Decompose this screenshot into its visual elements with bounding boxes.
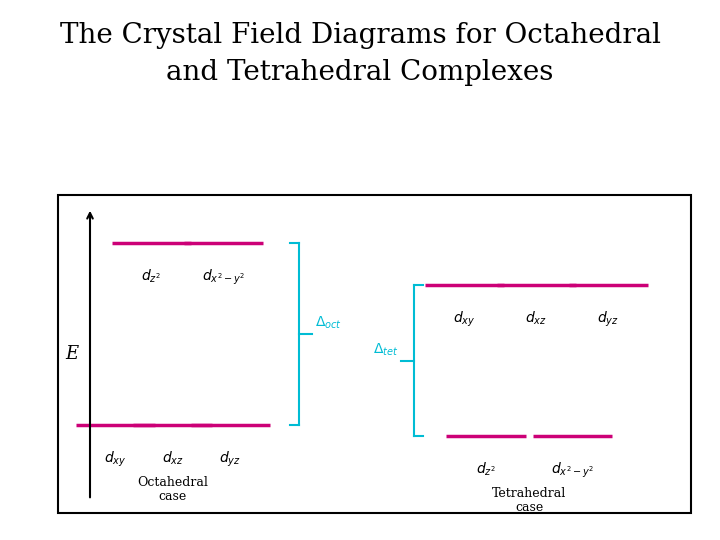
Text: E: E [66,345,78,363]
Bar [58,194,691,514]
Text: $d_{z^2}$: $d_{z^2}$ [476,460,496,478]
Text: $\Delta_{tet}$: $\Delta_{tet}$ [373,341,398,358]
Text: Tetrahedral: Tetrahedral [492,487,567,500]
Text: $d_{x^2-y^2}$: $d_{x^2-y^2}$ [202,268,245,287]
Text: case: case [515,502,544,515]
Text: $d_{z^2}$: $d_{z^2}$ [141,268,161,285]
Text: $d_{xz}$: $d_{xz}$ [162,449,184,467]
Text: $\Delta_{oct}$: $\Delta_{oct}$ [315,315,342,331]
Text: $d_{xy}$: $d_{xy}$ [104,449,127,469]
Text: $d_{yz}$: $d_{yz}$ [598,310,619,329]
Text: The Crystal Field Diagrams for Octahedral: The Crystal Field Diagrams for Octahedra… [60,22,660,49]
Text: and Tetrahedral Complexes: and Tetrahedral Complexes [166,59,554,86]
Text: $d_{x^2-y^2}$: $d_{x^2-y^2}$ [551,460,594,480]
Text: $d_{xy}$: $d_{xy}$ [453,310,476,329]
Text: $d_{yz}$: $d_{yz}$ [220,449,241,469]
Text: Octahedral: Octahedral [138,476,208,489]
Text: case: case [158,490,187,503]
Text: $d_{xz}$: $d_{xz}$ [526,310,547,327]
